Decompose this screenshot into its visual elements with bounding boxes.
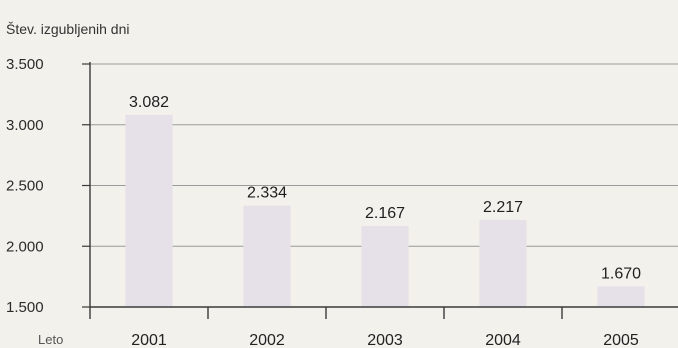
bars bbox=[125, 114, 645, 307]
category-label: 2005 bbox=[603, 332, 639, 348]
bar bbox=[361, 225, 409, 307]
data-label: 1.670 bbox=[601, 265, 641, 282]
data-label: 2.167 bbox=[365, 205, 405, 222]
category-label: 2002 bbox=[249, 332, 285, 348]
data-label: 2.217 bbox=[483, 199, 523, 216]
bar bbox=[243, 205, 291, 307]
data-label: 2.334 bbox=[247, 185, 287, 202]
bar bbox=[125, 114, 173, 307]
category-label: 2004 bbox=[485, 332, 521, 348]
y-tick-labels: 1.500 2.000 2.500 3.000 3.500 bbox=[6, 56, 44, 316]
x-tick-marks bbox=[207, 307, 563, 319]
y-axis-title: Štev. izgubljenih dni bbox=[6, 21, 129, 37]
bar bbox=[597, 286, 645, 307]
y-tick-label: 3.500 bbox=[6, 56, 44, 73]
y-tick-label: 3.000 bbox=[6, 117, 44, 134]
data-labels: 3.082 2.334 2.167 2.217 1.670 bbox=[129, 94, 641, 283]
axes bbox=[82, 62, 678, 319]
y-tick-label: 1.500 bbox=[6, 299, 44, 316]
category-label: 2001 bbox=[131, 332, 167, 348]
bar bbox=[479, 219, 527, 307]
x-axis-title: Leto bbox=[38, 332, 63, 347]
data-label: 3.082 bbox=[129, 94, 169, 111]
y-tick-label: 2.500 bbox=[6, 178, 44, 195]
category-label: 2003 bbox=[367, 332, 403, 348]
y-tick-label: 2.000 bbox=[6, 238, 44, 255]
category-labels: 2001 2002 2003 2004 2005 bbox=[131, 332, 639, 348]
